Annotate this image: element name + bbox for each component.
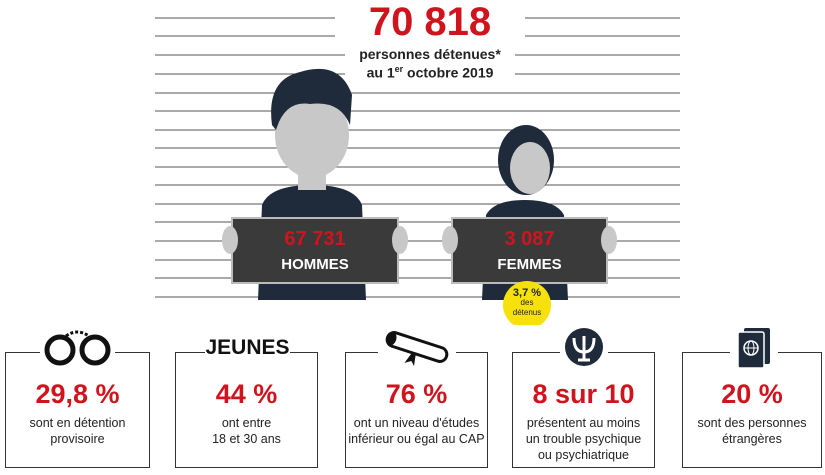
stat-value: 8 sur 10 — [513, 379, 654, 410]
desc-line: provisoire — [6, 431, 149, 447]
date-rest: octobre 2019 — [407, 65, 493, 81]
stat-value: 44 % — [176, 379, 317, 410]
card-heading: JEUNES — [205, 326, 290, 360]
page: {"header": {"total": "70 818", "subtitle… — [0, 0, 825, 475]
men-count: 67 731 — [232, 228, 398, 251]
share-badge-text: 3,7 % des détenus — [503, 288, 551, 318]
stat-value: 29,8 % — [6, 379, 149, 410]
women-count: 3 087 — [452, 228, 607, 251]
share-note: détenus — [503, 308, 551, 318]
psychology-icon — [560, 326, 608, 368]
total: 70 818 — [335, 0, 525, 45]
handcuffs-icon — [40, 326, 115, 368]
share-value: 3,7 % — [503, 288, 551, 298]
diploma-icon — [378, 326, 456, 368]
desc-line: étrangères — [683, 431, 821, 447]
stat-value: 20 % — [683, 379, 821, 410]
desc-line: sont en détention — [6, 415, 149, 431]
subtitle: personnes détenues* — [335, 46, 525, 62]
date: au 1er octobre 2019 — [335, 64, 525, 81]
stat-value: 76 % — [346, 379, 487, 410]
desc-line: présentent au moins — [513, 415, 654, 431]
passport-icon — [730, 326, 778, 370]
date-sup: er — [395, 64, 404, 74]
desc-line: un trouble psychique — [513, 431, 654, 447]
desc-line: inférieur ou égal au CAP — [346, 431, 487, 447]
share-note: des — [503, 298, 551, 308]
desc-line: ou psychiatrique — [513, 447, 654, 463]
women-label: FEMMES — [452, 256, 607, 273]
date-prefix: au 1 — [367, 65, 395, 81]
desc-line: sont des personnes — [683, 415, 821, 431]
desc-line: ont entre — [176, 415, 317, 431]
woman-figure — [442, 125, 617, 300]
desc-line: ont un niveau d'études — [346, 415, 487, 431]
men-label: HOMMES — [232, 256, 398, 273]
desc-line: 18 et 30 ans — [176, 431, 317, 447]
